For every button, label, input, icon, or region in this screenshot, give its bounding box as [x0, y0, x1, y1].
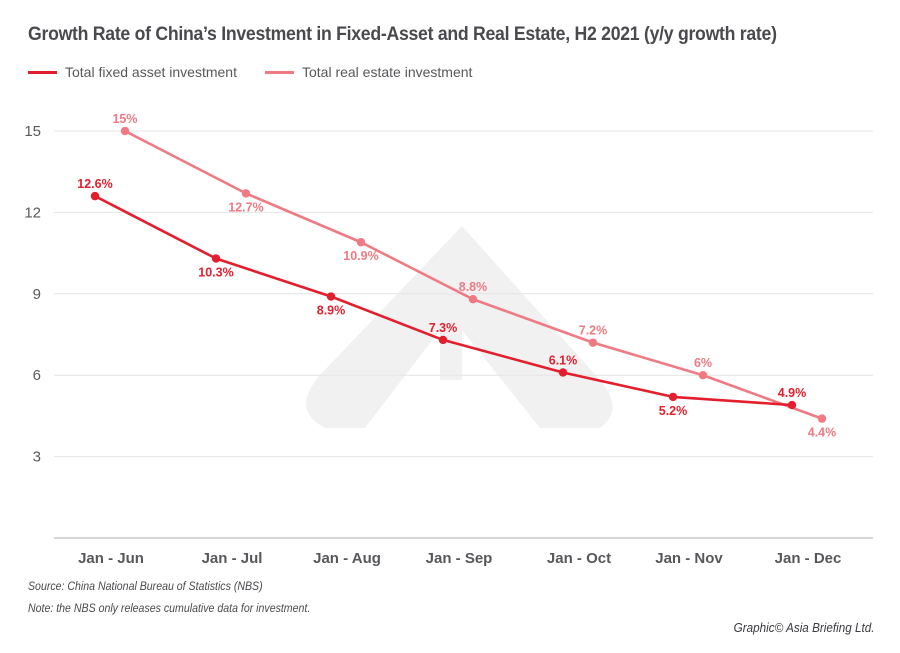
data-point	[120, 126, 130, 136]
y-tick-label: 6	[33, 367, 41, 384]
data-label: 7.3%	[429, 321, 458, 335]
data-point	[787, 400, 797, 410]
data-point	[588, 338, 598, 347]
data-label: 6.1%	[549, 353, 578, 367]
x-axis-ticks: Jan - Jun Jan - Jul Jan - Aug Jan - Sep Jan …	[78, 550, 841, 567]
legend-swatch-real-estate	[264, 70, 294, 74]
data-note: Note: the NBS only releases cumulative d…	[28, 603, 311, 615]
data-label: 7.2%	[579, 324, 608, 338]
series-fixed-asset: 12.6% 10.3% 8.9% 7.3% 6.1% 5.2% 4.9%	[77, 177, 806, 418]
legend-label-real-estate: Total real estate investment	[301, 64, 473, 80]
data-label: 12.7%	[228, 200, 263, 214]
x-tick-label: Jan - Jul	[202, 550, 263, 567]
data-point	[326, 292, 336, 301]
legend-item-fixed-asset: Total fixed asset investment	[28, 64, 237, 80]
data-label: 10.9%	[343, 249, 378, 263]
x-tick-label: Jan - Nov	[655, 550, 723, 567]
data-point	[241, 189, 251, 198]
chart-title: Growth Rate of China’s Investment in Fix…	[28, 24, 777, 45]
x-tick-label: Jan - Aug	[313, 550, 381, 567]
data-point	[90, 191, 100, 201]
data-point	[817, 414, 827, 423]
data-point	[211, 254, 221, 263]
data-point	[668, 392, 678, 402]
data-label: 12.6%	[77, 177, 112, 191]
watermark-logo	[306, 226, 613, 428]
y-tick-label: 3	[33, 449, 41, 466]
x-tick-label: Jan - Jun	[78, 550, 144, 567]
data-point	[698, 371, 708, 380]
graphic-credit: Graphic© Asia Briefing Ltd.	[734, 620, 875, 635]
x-tick-label: Jan - Oct	[547, 550, 611, 567]
y-tick-label: 12	[24, 204, 41, 221]
data-label: 6%	[694, 356, 712, 370]
data-label: 8.8%	[459, 280, 488, 294]
series-real-estate: 15% 12.7% 10.9% 8.8% 7.2% 6% 4.4%	[112, 112, 836, 440]
y-tick-label: 15	[24, 123, 41, 140]
source-note: Source: China National Bureau of Statist…	[28, 581, 263, 593]
data-point	[356, 238, 366, 247]
data-label: 10.3%	[198, 266, 233, 280]
data-point	[438, 335, 448, 345]
data-label: 4.4%	[808, 426, 837, 440]
x-tick-label: Jan - Dec	[775, 550, 842, 567]
legend-swatch-fixed-asset	[28, 70, 57, 74]
data-label: 4.9%	[778, 386, 807, 400]
x-tick-label: Jan - Sep	[426, 550, 493, 567]
data-label: 8.9%	[317, 304, 346, 318]
series-group: 15% 12.7% 10.9% 8.8% 7.2% 6% 4.4% 12.6% 10.3% 8.9…	[77, 112, 836, 440]
y-tick-label: 9	[33, 286, 41, 303]
data-label: 15%	[112, 112, 137, 126]
legend: Total fixed asset investment Total real …	[28, 64, 500, 80]
data-label: 5.2%	[659, 404, 688, 418]
legend-item-real-estate: Total real estate investment	[264, 64, 473, 80]
gridlines	[54, 130, 873, 539]
y-axis-ticks: 3 6 9 12 15	[24, 123, 41, 466]
data-point	[468, 295, 478, 304]
legend-label-fixed-asset: Total fixed asset investment	[65, 64, 237, 80]
data-point	[558, 368, 568, 377]
